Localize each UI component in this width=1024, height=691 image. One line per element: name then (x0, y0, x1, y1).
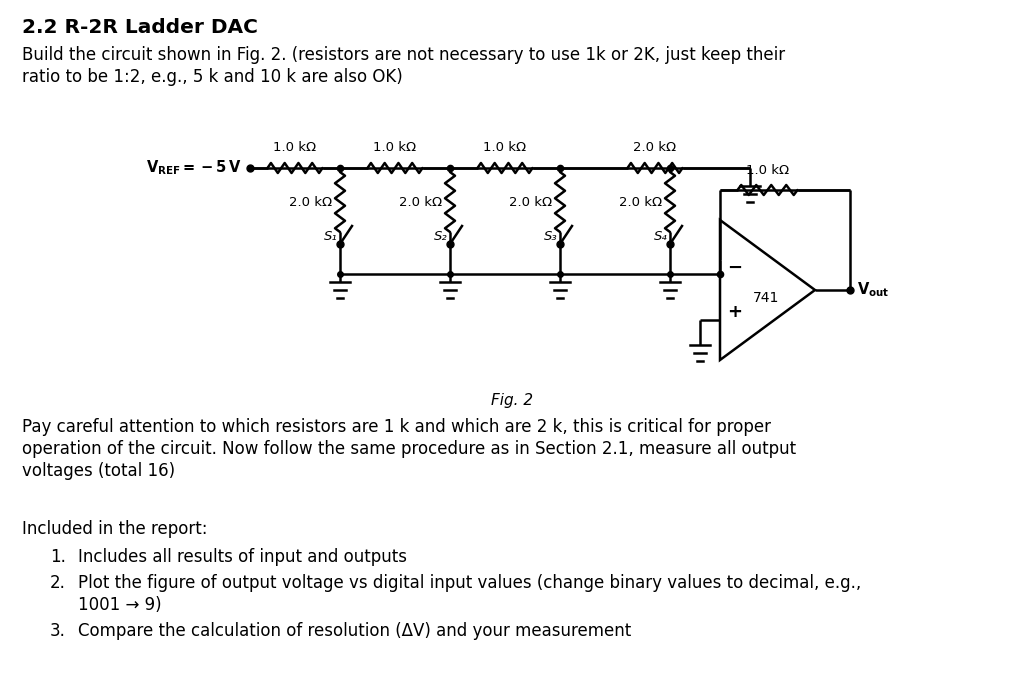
Text: +: + (727, 303, 742, 321)
Text: 741: 741 (753, 291, 779, 305)
Text: ratio to be 1:2, e.g., 5 k and 10 k are also OK): ratio to be 1:2, e.g., 5 k and 10 k are … (22, 68, 402, 86)
Text: Plot the figure of output voltage vs digital input values (change binary values : Plot the figure of output voltage vs dig… (78, 574, 861, 592)
Text: Build the circuit shown in Fig. 2. (resistors are not necessary to use 1k or 2K,: Build the circuit shown in Fig. 2. (resi… (22, 46, 785, 64)
Text: 1.0 kΩ: 1.0 kΩ (374, 141, 417, 154)
Text: S₁: S₁ (325, 229, 338, 243)
Text: Includes all results of input and outputs: Includes all results of input and output… (78, 548, 407, 566)
Text: 3.: 3. (50, 622, 66, 640)
Text: −: − (727, 259, 742, 277)
Text: 2.0 kΩ: 2.0 kΩ (618, 196, 662, 209)
Text: 1.: 1. (50, 548, 66, 566)
Text: 2.0 kΩ: 2.0 kΩ (509, 196, 552, 209)
Text: S₄: S₄ (654, 229, 668, 243)
Text: 2.0 kΩ: 2.0 kΩ (634, 141, 677, 154)
Text: 1.0 kΩ: 1.0 kΩ (483, 141, 526, 154)
Text: 1.0 kΩ: 1.0 kΩ (745, 164, 790, 177)
Text: $\mathbf{V_{REF}}$$\mathbf{ = -5\,V}$: $\mathbf{V_{REF}}$$\mathbf{ = -5\,V}$ (146, 159, 242, 178)
Text: 2.0 kΩ: 2.0 kΩ (399, 196, 442, 209)
Text: 1.0 kΩ: 1.0 kΩ (273, 141, 316, 154)
Text: S₃: S₃ (544, 229, 558, 243)
Text: Included in the report:: Included in the report: (22, 520, 208, 538)
Text: operation of the circuit. Now follow the same procedure as in Section 2.1, measu: operation of the circuit. Now follow the… (22, 440, 796, 458)
Text: Fig. 2: Fig. 2 (490, 393, 534, 408)
Text: Compare the calculation of resolution (ΔV) and your measurement: Compare the calculation of resolution (Δ… (78, 622, 631, 640)
Text: 1001 → 9): 1001 → 9) (78, 596, 162, 614)
Text: 2.: 2. (50, 574, 66, 592)
Text: $\mathbf{V_{out}}$: $\mathbf{V_{out}}$ (857, 281, 890, 299)
Text: voltages (total 16): voltages (total 16) (22, 462, 175, 480)
Text: 2.0 kΩ: 2.0 kΩ (289, 196, 332, 209)
Text: 2.2 R-2R Ladder DAC: 2.2 R-2R Ladder DAC (22, 18, 258, 37)
Text: S₂: S₂ (434, 229, 449, 243)
Text: Pay careful attention to which resistors are 1 k and which are 2 k, this is crit: Pay careful attention to which resistors… (22, 418, 771, 436)
